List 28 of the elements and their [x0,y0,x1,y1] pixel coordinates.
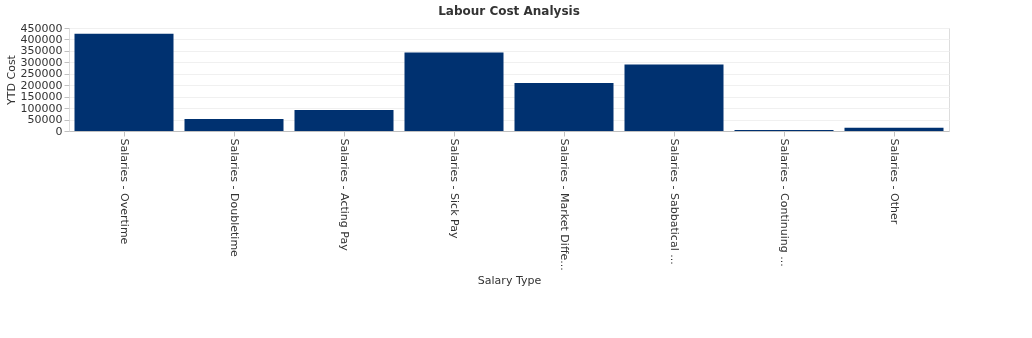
y-tick-label: 150000 [20,90,63,104]
y-tick-label: 0 [55,124,63,138]
x-axis-title: Salary Type [477,273,542,287]
y-axis-title: YTD Cost [4,54,18,106]
x-tick-label: Salaries - Sick Pay [448,138,461,239]
x-tick-label: Salaries - Other [888,138,901,225]
x-tick-label: Salaries - Sabbatical ... [668,138,681,265]
y-tick-label: 200000 [20,78,63,92]
bar [404,52,504,131]
y-tick-label: 450000 [20,21,63,35]
bar [844,127,944,131]
y-tick-label: 300000 [20,55,63,69]
y-tick-label: 350000 [20,44,63,58]
y-tick-label: 100000 [20,101,63,115]
chart-title: Labour Cost Analysis [438,4,580,18]
y-tick-label: 250000 [20,67,63,81]
x-tick-label: Salaries - Overtime [118,138,131,245]
x-tick-label: Salaries - Doubletime [228,138,241,258]
x-tick-label: Salaries - Acting Pay [338,138,351,252]
bar [624,64,724,131]
bar [514,82,614,131]
x-tick-label: Salaries - Continuing ... [778,138,791,267]
bar [294,109,394,131]
y-tick-label: 400000 [20,32,63,46]
x-tick-label: Salaries - Market Diffe... [558,138,571,271]
bar [74,33,174,131]
bar [184,119,284,131]
y-tick-label: 50000 [27,113,63,127]
